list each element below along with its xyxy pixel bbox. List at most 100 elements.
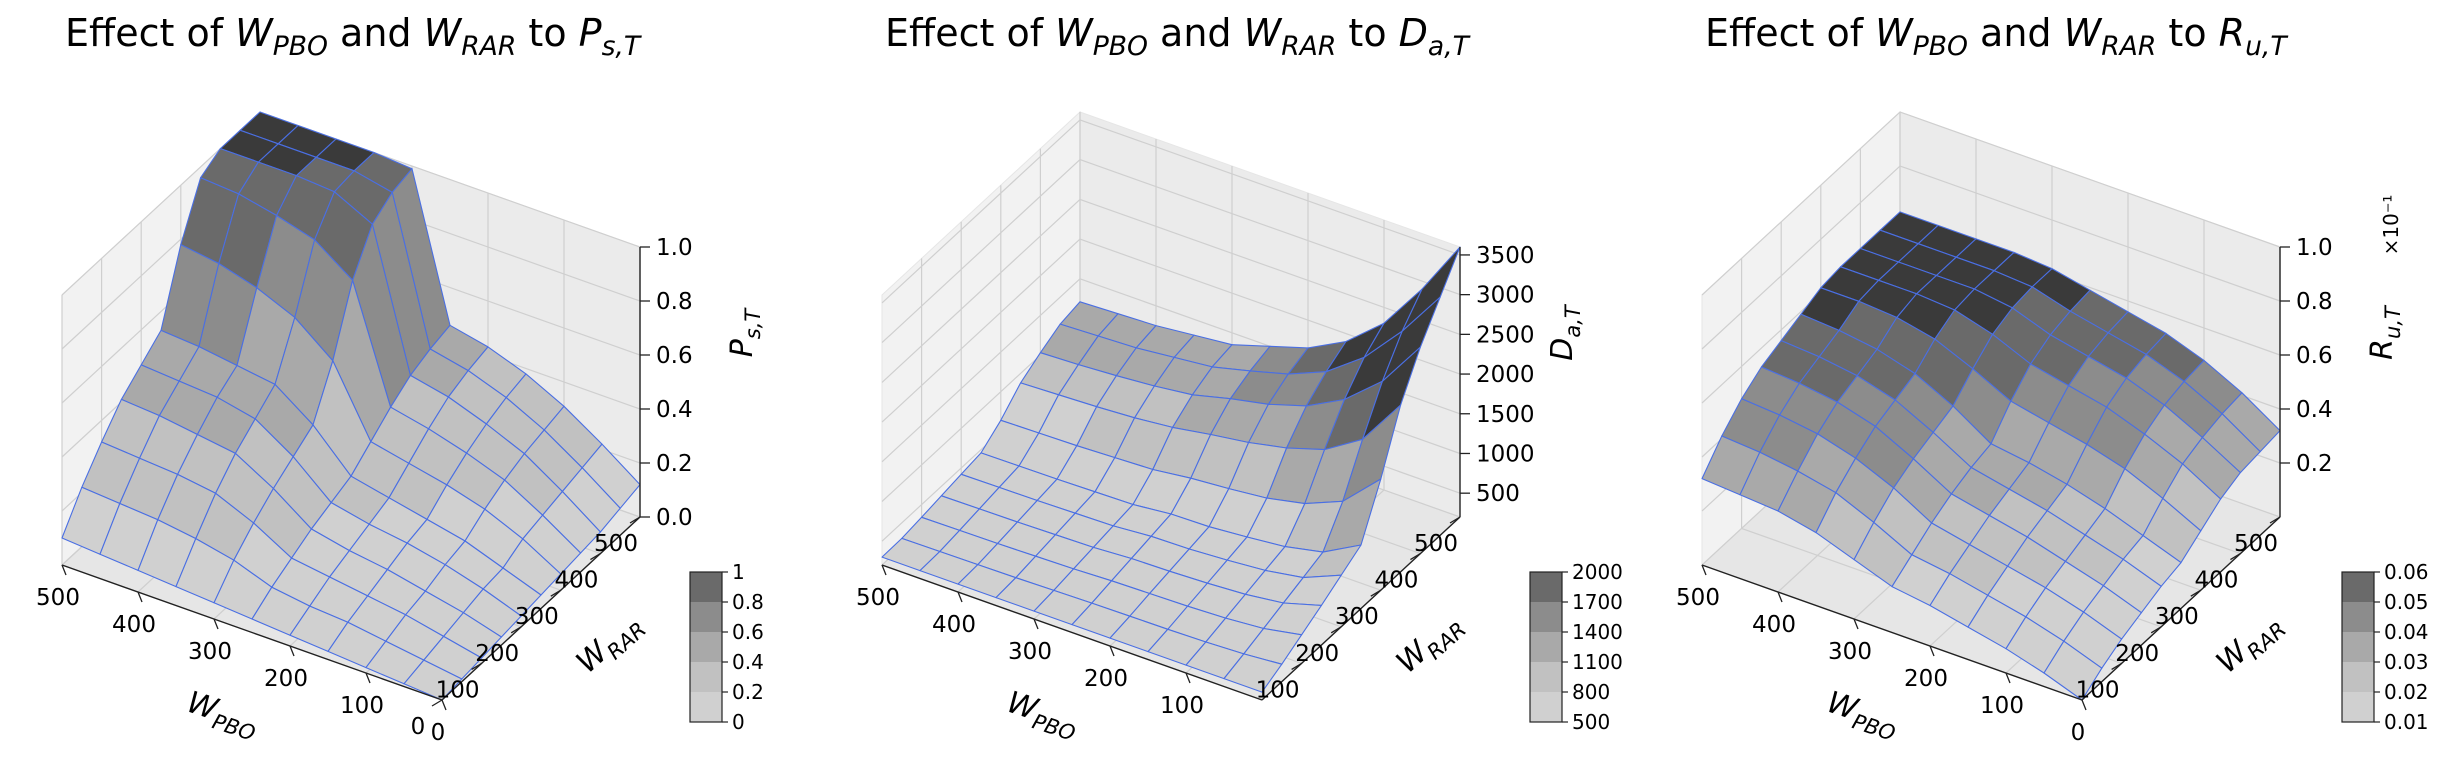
y-tick-label: 400: [2194, 568, 2238, 594]
y-tick-label: 0: [411, 714, 426, 740]
colorbar: 0.01 0.02 0.03 0.04 0.05 0.06: [2341, 560, 2429, 734]
y-tick-label: 100: [1256, 677, 1300, 703]
z-axis-label: Ps,T: [725, 307, 765, 358]
y-tick-mark: [2111, 662, 2122, 670]
title-z-sub: s,T: [602, 31, 642, 62]
colorbar-band: [1530, 662, 1562, 692]
y-tick-label: 500: [594, 531, 638, 557]
y-tick-mark: [629, 516, 641, 524]
x-tick-label: 100: [1160, 693, 1204, 719]
z-tick-label: 1.0: [656, 235, 693, 261]
colorbar-band: [2342, 572, 2374, 602]
y-axis-label: WRAR: [1390, 605, 1471, 684]
title-z: D: [1399, 11, 1428, 55]
title-prefix: Effect of: [1705, 11, 1875, 55]
surface-patch: [403, 659, 463, 701]
x-tick-mark: [957, 591, 963, 603]
y-tick-mark: [2269, 516, 2281, 524]
panel-3: 0 100 200 300 400 500 100 200 300 400 500 0.2 0.4 0.6…: [1676, 11, 2428, 746]
colorbar-band: [690, 602, 722, 632]
colorbar-band: [1530, 632, 1562, 662]
y-tick-label: 200: [475, 641, 519, 667]
x-tick-label: 200: [1084, 666, 1128, 692]
y-tick-mark: [550, 589, 562, 597]
title-z-sub: a,T: [1428, 31, 1471, 62]
x-tick-label: 200: [1904, 666, 1948, 692]
y-axis-label: WRAR: [2210, 605, 2291, 684]
x-axis-label: WPBO: [1001, 685, 1083, 746]
colorbar: 0 0.2 0.4 0.6 0.8 1: [689, 560, 764, 734]
x-tick-mark: [289, 645, 295, 657]
x-axis-label-sub: PBO: [1029, 709, 1078, 745]
z-tick-label: 0.6: [656, 343, 693, 369]
y-tick-mark: [510, 626, 522, 634]
colorbar-band: [690, 572, 722, 602]
y-tick-label: 200: [1295, 641, 1339, 667]
z-axis-label-main: D: [1545, 338, 1580, 361]
x-tick-mark: [213, 618, 219, 630]
grid-line-z: [1701, 165, 2281, 350]
x-tick-label: 300: [1828, 639, 1872, 665]
title-w1-sub: PBO: [273, 31, 328, 62]
chart-title: Effect of WPBO and WRAR to Da,T: [885, 11, 1471, 62]
z-tick-label: 2000: [1476, 362, 1535, 388]
x-axis-label-sub: PBO: [1849, 709, 1898, 745]
title-w2-sub: RAR: [461, 31, 516, 62]
y-tick-mark: [431, 699, 443, 707]
title-mid: and: [328, 11, 424, 55]
x-tick-mark: [2005, 672, 2011, 684]
title-w2-sub: RAR: [1281, 31, 1336, 62]
z-tick-label: 0.4: [2296, 397, 2333, 423]
y-tick-mark: [1370, 589, 1382, 597]
chart-title: Effect of WPBO and WRAR to Ps,T: [65, 11, 642, 62]
x-tick-label: 100: [340, 693, 384, 719]
colorbar-band: [2342, 632, 2374, 662]
y-axis-line: [1261, 516, 1461, 701]
z-tick-label: 0.8: [2296, 289, 2333, 315]
title-w1: W: [1875, 11, 1914, 55]
colorbar-tick-label: 1400: [1572, 620, 1623, 644]
grid-line-z: [881, 119, 1461, 304]
z-tick-label: 0.8: [656, 289, 693, 315]
z-tick-label: 1500: [1476, 402, 1535, 428]
colorbar-tick-label: 0.6: [732, 620, 764, 644]
x-tick-label: 0: [431, 720, 446, 746]
y-tick-label: 300: [1335, 604, 1379, 630]
x-tick-mark: [365, 672, 371, 684]
colorbar-frame: [1529, 571, 1563, 723]
z-tick-label: 0.6: [2296, 343, 2333, 369]
colorbar-band: [690, 692, 722, 722]
z-tick-label: 3000: [1476, 283, 1535, 309]
colorbar-tick-label: 1: [732, 560, 745, 584]
colorbar-tick-label: 0.03: [2384, 650, 2429, 674]
x-tick-mark: [1777, 591, 1783, 603]
y-tick-label: 300: [515, 604, 559, 630]
colorbar-tick-label: 0.2: [732, 680, 764, 704]
colorbar-tick-label: 1700: [1572, 590, 1623, 614]
y-tick-mark: [2190, 589, 2202, 597]
z-tick-label: 0.2: [2296, 451, 2333, 477]
grid-line-z: [881, 158, 1461, 344]
x-tick-mark: [441, 699, 447, 711]
colorbar-tick-label: 0.4: [732, 650, 764, 674]
y-axis-line: [441, 516, 641, 701]
colorbar-tick-label: 0.04: [2384, 620, 2429, 644]
z-axis-label: Ru,T: [2365, 304, 2405, 360]
panel-1: 0 100 200 300 400 500 0 100 200 300 400 500 0.0 0.2 0.…: [36, 11, 765, 746]
x-axis-line: [1701, 564, 2083, 701]
title-suffix: to: [516, 11, 578, 55]
title-w1-sub: PBO: [1913, 31, 1968, 62]
title-w2-sub: RAR: [2101, 31, 2156, 62]
x-axis-label: WPBO: [1821, 685, 1903, 746]
z-axis-label-sub: a,T: [1561, 303, 1585, 338]
title-w1: W: [1055, 11, 1094, 55]
title-prefix: Effect of: [65, 11, 235, 55]
x-axis-label: WPBO: [181, 685, 263, 746]
title-w2: W: [1244, 11, 1283, 55]
y-tick-mark: [2150, 626, 2162, 634]
x-axis-line: [881, 564, 1263, 701]
x-tick-label: 300: [1008, 639, 1052, 665]
title-suffix: to: [1336, 11, 1398, 55]
y-tick-label: 300: [2155, 604, 2199, 630]
